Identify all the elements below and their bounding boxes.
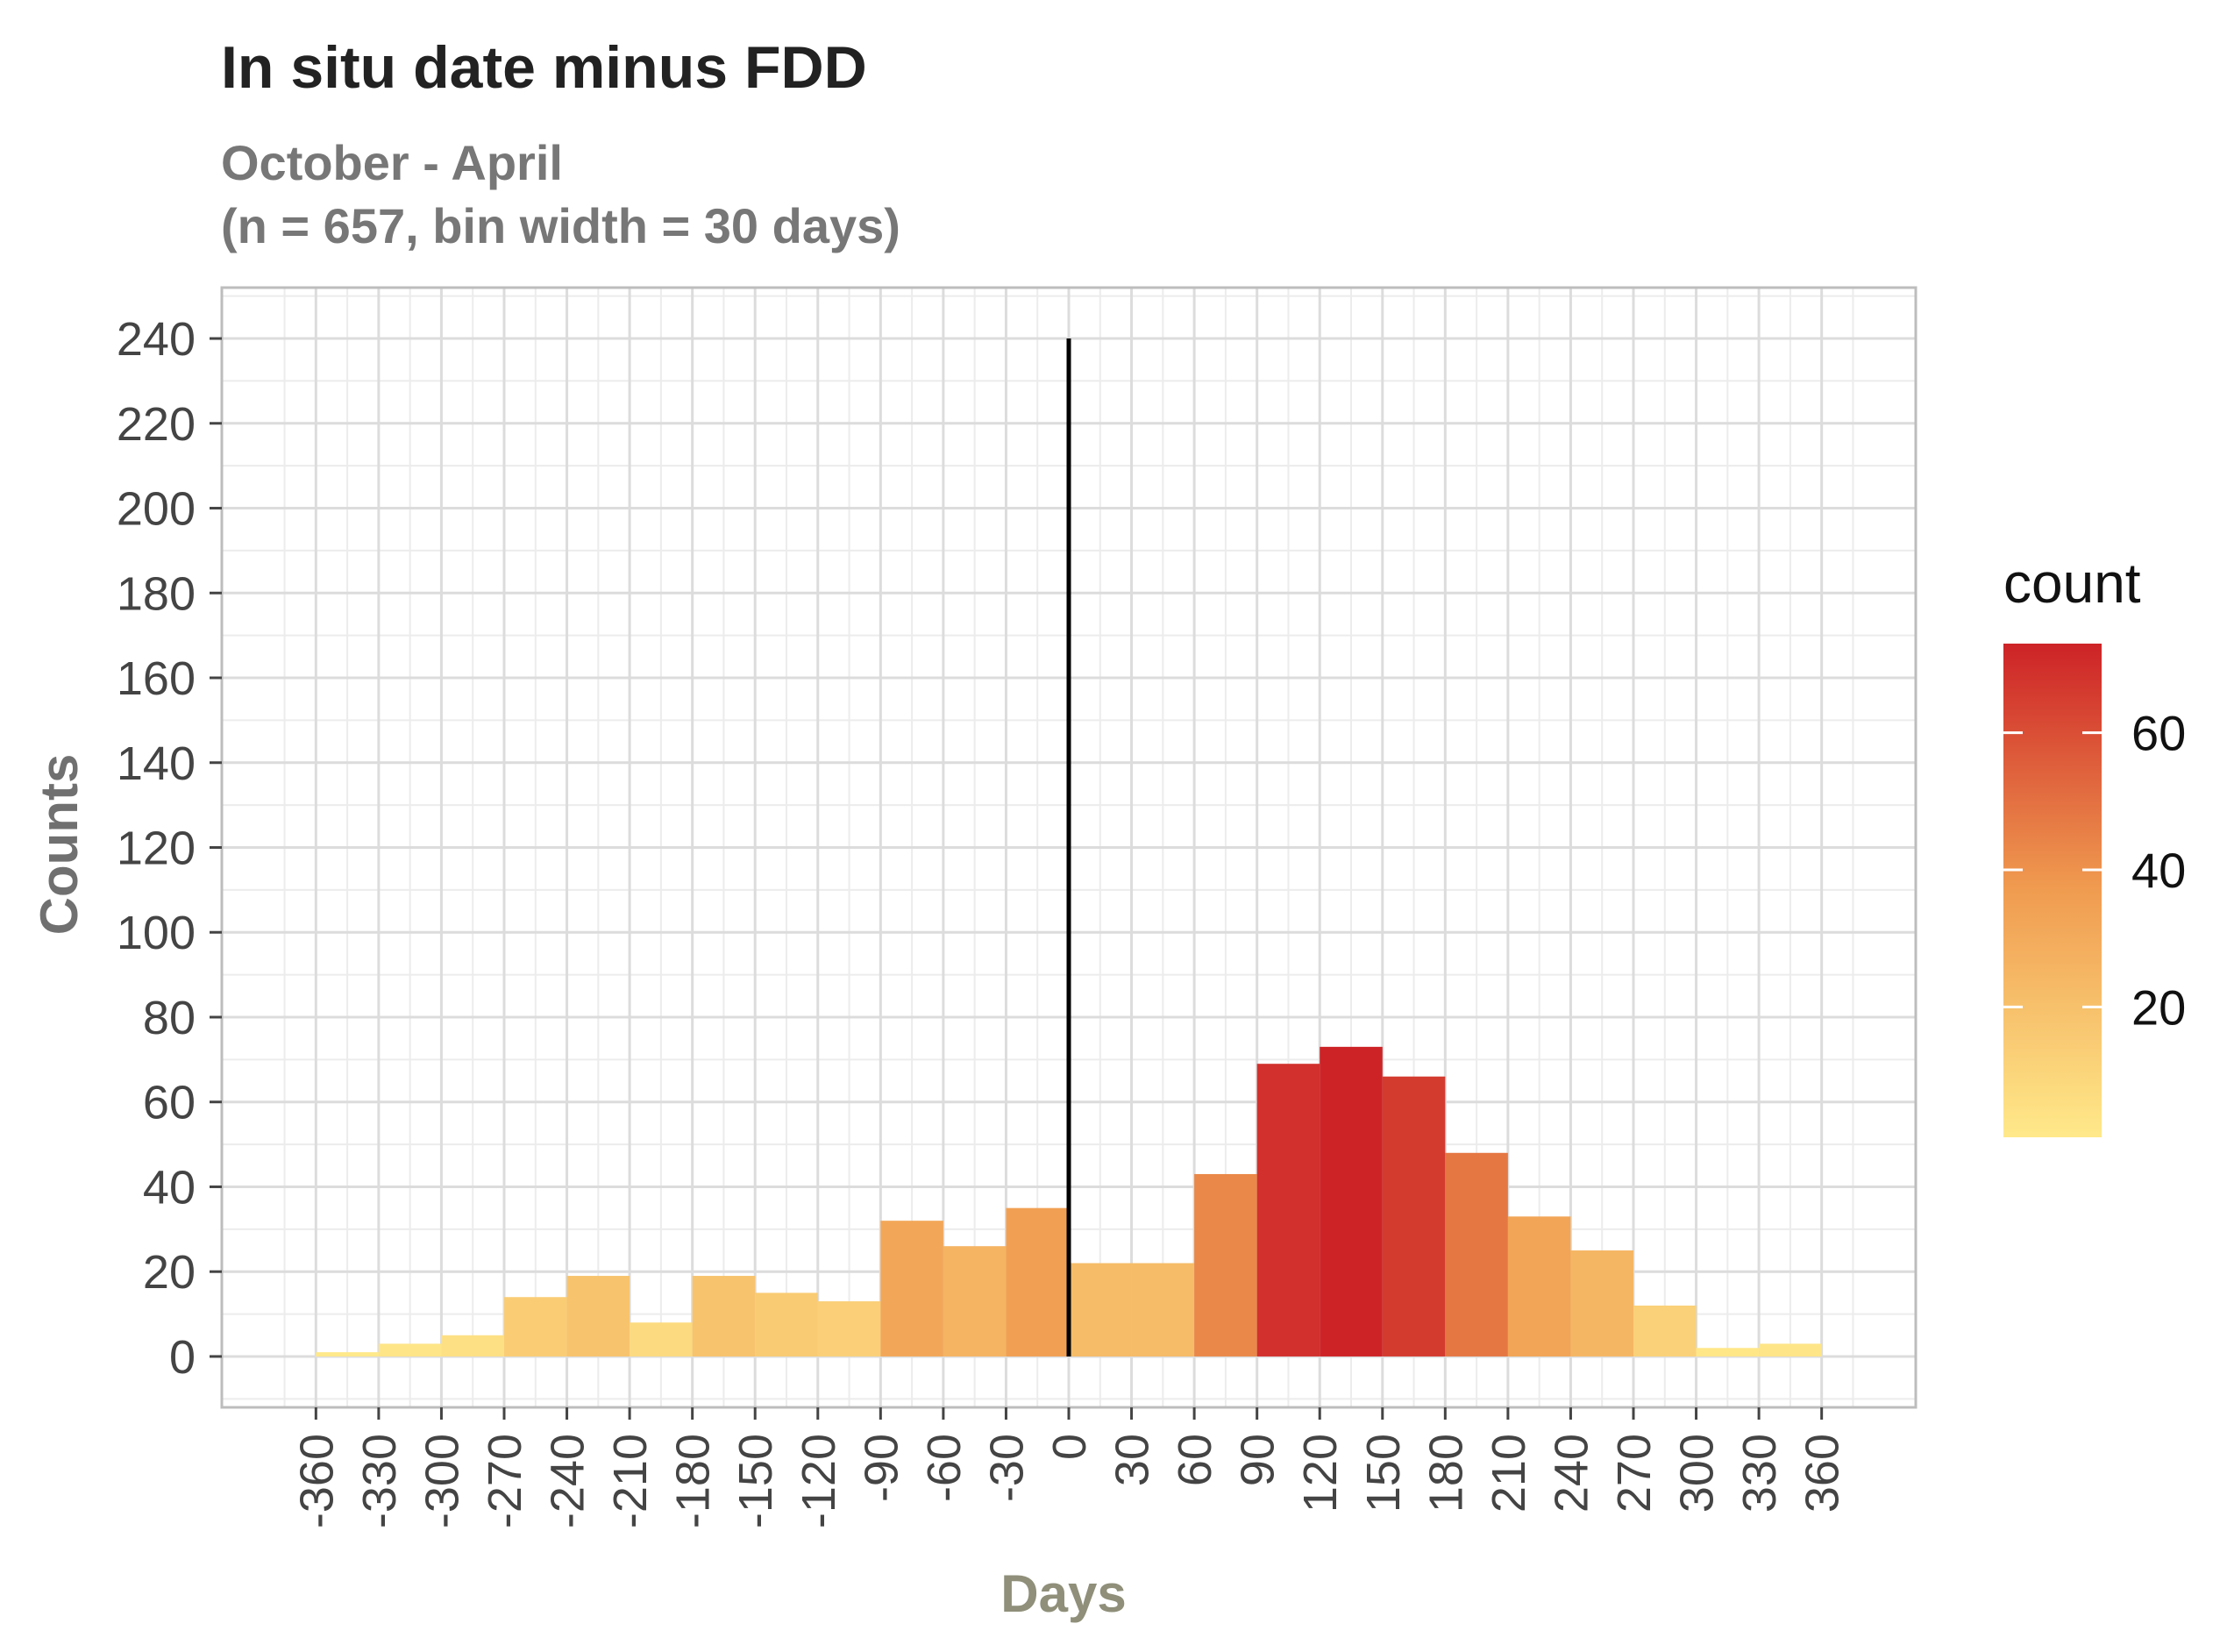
x-tick-label: -30 bbox=[980, 1434, 1033, 1502]
x-tick-label: -150 bbox=[729, 1434, 782, 1528]
y-axis: 0 20 40 60 80 100 120 140 160 180 200 220 240 bbox=[117, 313, 222, 1384]
legend-break-label: 60 bbox=[2131, 706, 2186, 761]
histogram-bar bbox=[692, 1276, 756, 1356]
y-tick-label: 220 bbox=[117, 398, 196, 451]
y-tick-label: 200 bbox=[117, 483, 196, 536]
histogram-bar bbox=[880, 1221, 943, 1356]
y-tick-label: 180 bbox=[117, 567, 196, 620]
x-tick-label: -330 bbox=[353, 1434, 406, 1528]
histogram-bar bbox=[316, 1352, 379, 1356]
histogram-bar bbox=[504, 1297, 567, 1356]
y-tick-label: 80 bbox=[143, 992, 196, 1044]
histogram-bar bbox=[817, 1301, 881, 1356]
x-tick-label: 120 bbox=[1294, 1434, 1347, 1513]
y-tick-label: 60 bbox=[143, 1077, 196, 1129]
y-tick-label: 0 bbox=[169, 1331, 196, 1384]
x-tick-label: 150 bbox=[1357, 1434, 1410, 1513]
x-tick-label: -240 bbox=[542, 1434, 594, 1528]
y-tick-label: 40 bbox=[143, 1161, 196, 1214]
x-tick-label: 60 bbox=[1169, 1434, 1221, 1486]
y-tick-label: 240 bbox=[117, 313, 196, 366]
x-tick-label: 270 bbox=[1608, 1434, 1661, 1513]
x-tick-label: 180 bbox=[1419, 1434, 1472, 1513]
histogram-bar bbox=[1131, 1263, 1195, 1356]
histogram-bar bbox=[1382, 1076, 1446, 1356]
x-tick-label: 30 bbox=[1106, 1434, 1159, 1486]
histogram-bar bbox=[1320, 1046, 1383, 1356]
x-tick-label: -90 bbox=[855, 1434, 907, 1502]
x-tick-label: 300 bbox=[1671, 1434, 1724, 1513]
histogram-bar bbox=[1696, 1348, 1760, 1356]
x-tick-label: -360 bbox=[290, 1434, 343, 1528]
x-tick-label: 330 bbox=[1733, 1434, 1786, 1513]
histogram-bar bbox=[1633, 1305, 1697, 1356]
histogram-bar bbox=[1069, 1263, 1132, 1356]
histogram-bar bbox=[1570, 1250, 1633, 1356]
histogram-bar bbox=[1507, 1216, 1571, 1356]
chart-title: In situ date minus FDD bbox=[221, 34, 867, 101]
y-tick-label: 120 bbox=[117, 822, 196, 875]
x-tick-label: -210 bbox=[604, 1434, 657, 1528]
chart-subtitle-line-1: October - April bbox=[221, 135, 563, 190]
y-axis-title: Counts bbox=[30, 754, 89, 936]
x-axis: -360 -330 -300 -270 -240 -210 -180 -150 -120 -90-… bbox=[290, 1407, 1849, 1528]
histogram-bar bbox=[441, 1335, 504, 1356]
histogram-bar bbox=[1445, 1152, 1508, 1356]
histogram-bar bbox=[1006, 1207, 1069, 1356]
x-tick-label: 0 bbox=[1043, 1434, 1096, 1460]
histogram-bar bbox=[1256, 1064, 1320, 1356]
x-tick-label: 210 bbox=[1483, 1434, 1535, 1513]
legend-color-bar bbox=[2003, 644, 2102, 1137]
legend-title: count bbox=[2003, 552, 2141, 615]
legend-break-label: 40 bbox=[2131, 843, 2186, 898]
histogram-bar bbox=[566, 1276, 630, 1356]
histogram-bar bbox=[1194, 1173, 1257, 1356]
legend-break-label: 20 bbox=[2131, 979, 2186, 1035]
x-tick-label: 240 bbox=[1545, 1434, 1597, 1513]
x-tick-label: -300 bbox=[416, 1434, 468, 1528]
histogram-bar bbox=[1759, 1343, 1822, 1356]
x-tick-label: -60 bbox=[918, 1434, 971, 1502]
histogram-bar bbox=[378, 1343, 442, 1356]
x-tick-label: 360 bbox=[1797, 1434, 1849, 1513]
y-tick-label: 100 bbox=[117, 907, 196, 959]
histogram-bar bbox=[755, 1292, 818, 1356]
y-tick-label: 160 bbox=[117, 652, 196, 705]
x-tick-label: -120 bbox=[793, 1434, 845, 1528]
histogram-bars bbox=[316, 1046, 1822, 1356]
histogram-bar bbox=[943, 1246, 1007, 1356]
x-tick-label: 90 bbox=[1232, 1434, 1284, 1486]
x-axis-title: Days bbox=[1000, 1564, 1126, 1623]
x-tick-label: -270 bbox=[479, 1434, 531, 1528]
x-tick-label: -180 bbox=[667, 1434, 720, 1528]
histogram-bar bbox=[630, 1322, 693, 1356]
y-tick-label: 140 bbox=[117, 737, 196, 790]
y-tick-label: 20 bbox=[143, 1246, 196, 1299]
color-legend: count 20 40 60 bbox=[2003, 552, 2186, 1137]
chart-subtitle-line-2: (n = 657, bin width = 30 days) bbox=[221, 198, 900, 253]
